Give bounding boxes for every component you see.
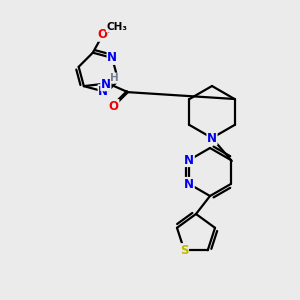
Text: N: N (207, 131, 217, 145)
Text: N: N (107, 51, 117, 64)
Text: N: N (101, 78, 111, 91)
Text: O: O (98, 28, 108, 41)
Text: H: H (110, 73, 119, 83)
Text: N: N (98, 85, 108, 98)
Text: CH₃: CH₃ (106, 22, 127, 32)
Text: N: N (184, 154, 194, 166)
Text: S: S (180, 244, 188, 257)
Text: O: O (109, 100, 119, 112)
Text: N: N (184, 178, 194, 190)
